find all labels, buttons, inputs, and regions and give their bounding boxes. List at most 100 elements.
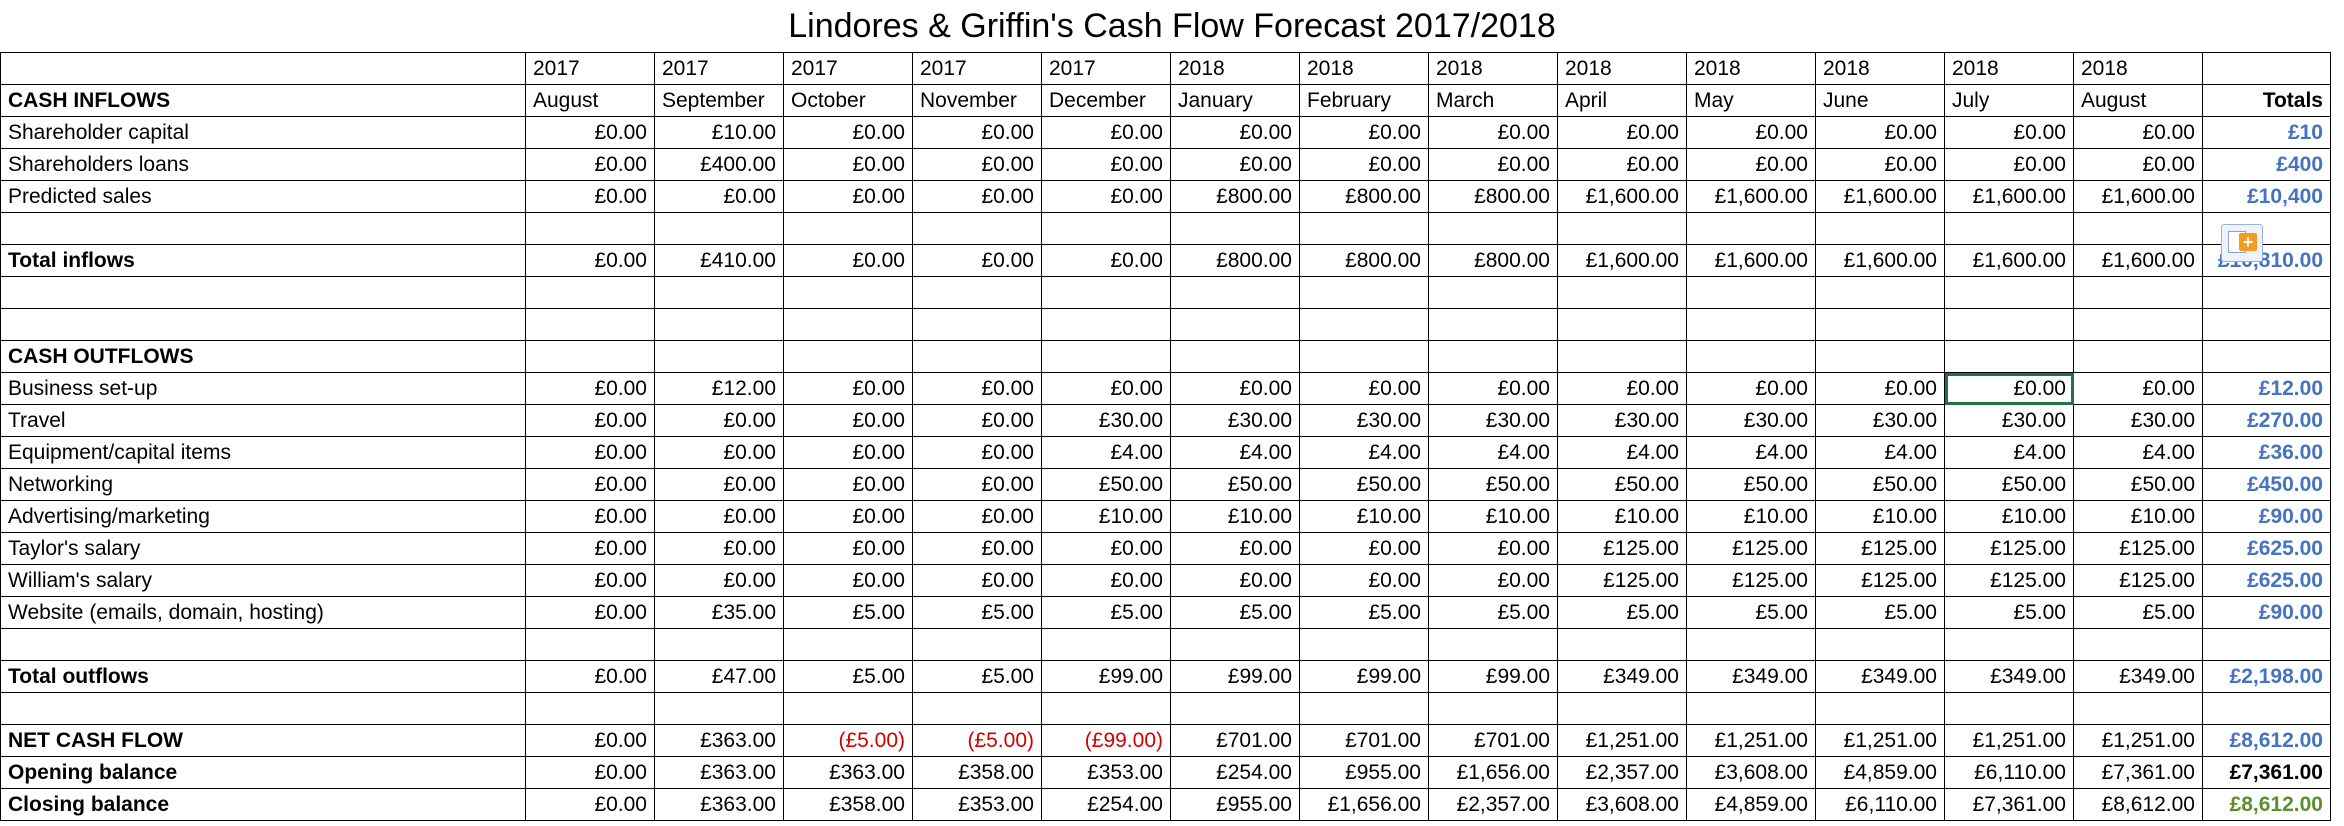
value-cell[interactable]: £50.00 [1815, 468, 1945, 501]
empty-cell[interactable] [1428, 212, 1558, 245]
value-cell[interactable]: £2,357.00 [1557, 756, 1687, 789]
value-cell[interactable]: £99.00 [1170, 660, 1300, 693]
empty-cell[interactable] [654, 340, 784, 373]
value-cell[interactable]: £5.00 [1815, 596, 1945, 629]
value-cell[interactable]: £0.00 [525, 756, 655, 789]
value-cell[interactable]: £125.00 [1557, 532, 1687, 565]
empty-cell[interactable] [1428, 308, 1558, 341]
value-cell[interactable]: £0.00 [912, 436, 1042, 469]
empty-cell[interactable] [1815, 308, 1945, 341]
empty-cell[interactable] [912, 308, 1042, 341]
value-cell[interactable]: £701.00 [1170, 724, 1300, 757]
value-cell[interactable]: £50.00 [1041, 468, 1171, 501]
empty-cell[interactable] [1557, 308, 1687, 341]
year-header[interactable]: 2018 [1299, 52, 1429, 85]
value-cell[interactable]: £0.00 [1170, 116, 1300, 149]
value-cell[interactable]: £50.00 [2073, 468, 2203, 501]
row-label[interactable]: Total inflows [0, 244, 526, 277]
value-cell[interactable]: £12.00 [654, 372, 784, 405]
value-cell[interactable]: £5.00 [912, 660, 1042, 693]
value-cell[interactable]: £0.00 [525, 724, 655, 757]
value-cell[interactable]: £10.00 [1428, 500, 1558, 533]
value-cell[interactable]: £1,600.00 [2073, 244, 2203, 277]
value-cell[interactable]: £0.00 [783, 564, 913, 597]
empty-cell[interactable] [1686, 308, 1816, 341]
row-label[interactable]: Advertising/marketing [0, 500, 526, 533]
value-cell[interactable]: £353.00 [1041, 756, 1171, 789]
year-header[interactable]: 2017 [912, 52, 1042, 85]
value-cell[interactable]: £3,608.00 [1686, 756, 1816, 789]
row-total[interactable]: £625.00 [2202, 532, 2331, 565]
value-cell[interactable]: £701.00 [1428, 724, 1558, 757]
row-total[interactable]: £10,400 [2202, 180, 2331, 213]
value-cell[interactable]: £4,859.00 [1815, 756, 1945, 789]
value-cell[interactable]: £0.00 [525, 468, 655, 501]
empty-cell[interactable] [1815, 212, 1945, 245]
month-header[interactable]: November [912, 84, 1042, 117]
empty-cell[interactable] [1557, 276, 1687, 309]
value-cell[interactable]: £0.00 [783, 500, 913, 533]
value-cell[interactable]: £0.00 [912, 372, 1042, 405]
value-cell[interactable]: £50.00 [1686, 468, 1816, 501]
value-cell[interactable]: £0.00 [912, 532, 1042, 565]
value-cell[interactable]: £0.00 [1299, 564, 1429, 597]
value-cell[interactable]: £410.00 [654, 244, 784, 277]
year-header[interactable]: 2018 [1557, 52, 1687, 85]
value-cell[interactable]: £254.00 [1041, 788, 1171, 821]
value-cell[interactable]: £0.00 [525, 148, 655, 181]
year-header[interactable]: 2017 [525, 52, 655, 85]
value-cell[interactable]: £1,600.00 [1557, 180, 1687, 213]
value-cell[interactable]: £800.00 [1170, 244, 1300, 277]
row-total[interactable]: £10 [2202, 116, 2331, 149]
empty-cell[interactable] [654, 276, 784, 309]
value-cell[interactable]: £0.00 [1686, 148, 1816, 181]
year-header[interactable]: 2018 [1815, 52, 1945, 85]
empty-cell[interactable] [783, 308, 913, 341]
year-header[interactable]: 2018 [1428, 52, 1558, 85]
row-total[interactable]: £270.00 [2202, 404, 2331, 437]
value-cell[interactable]: £0.00 [783, 244, 913, 277]
empty-cell[interactable] [912, 340, 1042, 373]
value-cell[interactable]: (£5.00) [783, 724, 913, 757]
empty-cell[interactable] [1299, 308, 1429, 341]
value-cell[interactable]: (£5.00) [912, 724, 1042, 757]
value-cell[interactable]: £363.00 [783, 756, 913, 789]
row-total[interactable]: £7,361.00 [2202, 756, 2331, 789]
value-cell[interactable]: £0.00 [912, 116, 1042, 149]
value-cell[interactable]: £99.00 [1299, 660, 1429, 693]
value-cell[interactable]: £0.00 [1041, 148, 1171, 181]
value-cell[interactable]: £6,110.00 [1944, 756, 2074, 789]
empty-cell[interactable] [654, 212, 784, 245]
value-cell[interactable]: £8,612.00 [2073, 788, 2203, 821]
value-cell[interactable]: £0.00 [2073, 116, 2203, 149]
row-total[interactable]: £90.00 [2202, 500, 2331, 533]
empty-cell[interactable] [2202, 692, 2331, 725]
row-total[interactable]: £8,612.00 [2202, 788, 2331, 821]
value-cell[interactable]: £353.00 [912, 788, 1042, 821]
value-cell[interactable]: £5.00 [783, 596, 913, 629]
row-label[interactable]: NET CASH FLOW [0, 724, 526, 757]
value-cell[interactable]: £800.00 [1299, 244, 1429, 277]
empty-cell[interactable] [1299, 212, 1429, 245]
paste-options-icon[interactable]: + [2221, 224, 2263, 262]
value-cell[interactable]: £363.00 [654, 788, 784, 821]
value-cell[interactable]: £125.00 [2073, 564, 2203, 597]
empty-cell[interactable] [1686, 692, 1816, 725]
empty-cell[interactable] [1686, 276, 1816, 309]
empty-cell[interactable] [1686, 212, 1816, 245]
empty-cell[interactable] [1944, 692, 2074, 725]
empty-cell[interactable] [1170, 340, 1300, 373]
row-label[interactable]: Opening balance [0, 756, 526, 789]
value-cell[interactable]: £30.00 [1944, 404, 2074, 437]
empty-cell[interactable] [1557, 628, 1687, 661]
value-cell[interactable]: £0.00 [912, 404, 1042, 437]
value-cell[interactable]: £125.00 [1686, 564, 1816, 597]
empty-cell[interactable] [1170, 276, 1300, 309]
value-cell[interactable]: £5.00 [1557, 596, 1687, 629]
value-cell[interactable]: £30.00 [2073, 404, 2203, 437]
value-cell[interactable]: £349.00 [1557, 660, 1687, 693]
value-cell[interactable]: £5.00 [1299, 596, 1429, 629]
empty-cell[interactable] [1815, 340, 1945, 373]
empty-cell[interactable] [525, 212, 655, 245]
value-cell[interactable]: (£99.00) [1041, 724, 1171, 757]
